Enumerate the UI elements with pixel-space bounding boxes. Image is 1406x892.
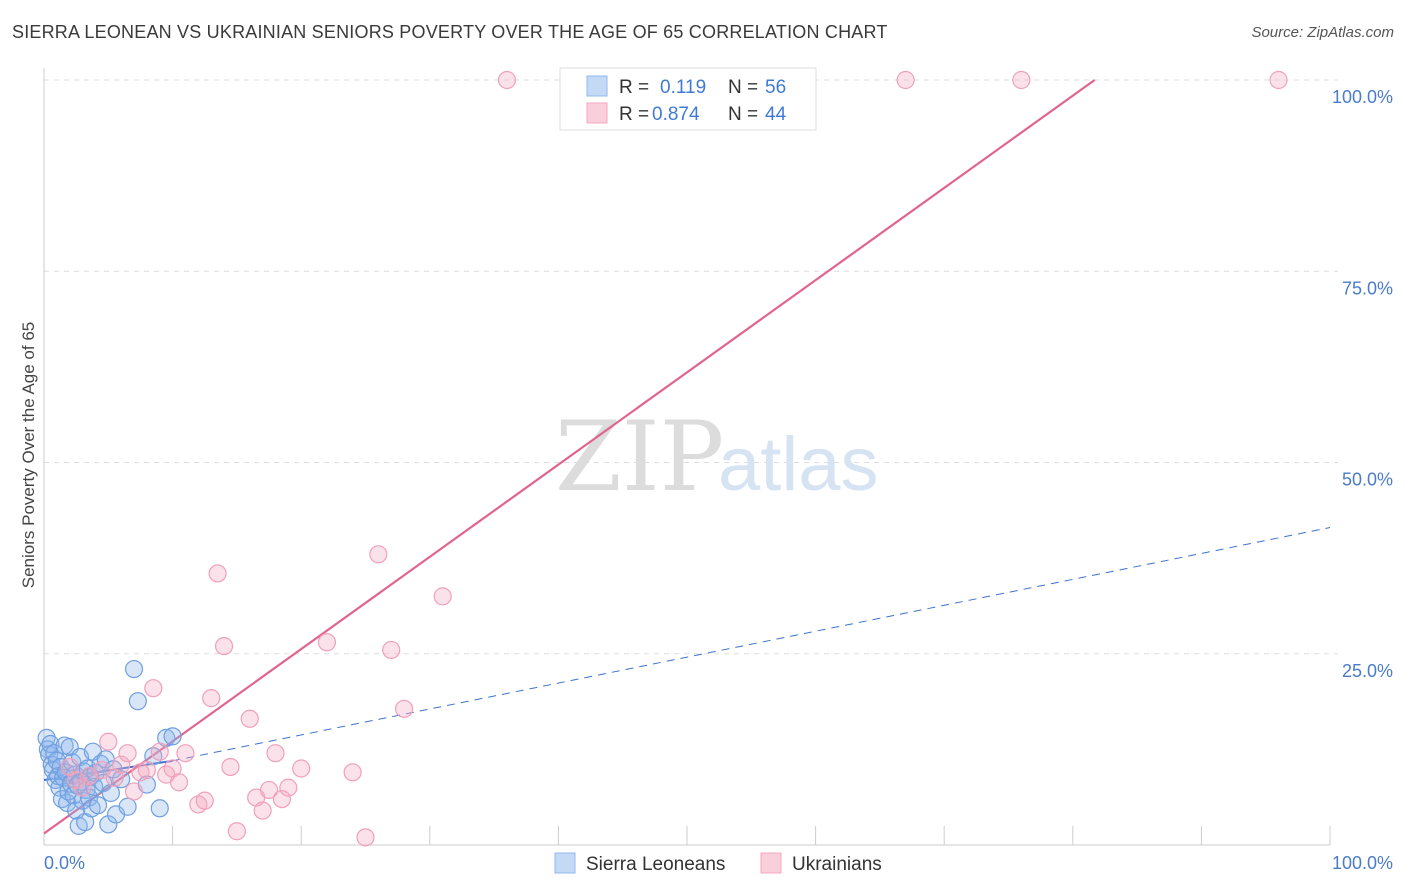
ukrainian-point-2 bbox=[73, 778, 92, 797]
sierra-leonean-point-47 bbox=[112, 770, 131, 789]
ukrainian-point-36 bbox=[369, 545, 388, 564]
ukrainian-point-23 bbox=[202, 689, 221, 708]
sierra-leonean-point-55 bbox=[163, 727, 182, 746]
grid-lines bbox=[44, 79, 1338, 655]
ukrainian-point-31 bbox=[279, 778, 298, 797]
ukrainian-point-37 bbox=[382, 640, 401, 660]
ukrainian-point-17 bbox=[176, 744, 195, 763]
watermark-zip: ZIP bbox=[555, 401, 724, 513]
legend-n-label-0: N = bbox=[728, 77, 758, 98]
ukrainian-point-42 bbox=[1012, 70, 1031, 90]
legend-swatch-pink bbox=[586, 102, 608, 124]
ukrainian-point-43 bbox=[1269, 70, 1288, 90]
y-tick-labels: 100.0% 75.0% 50.0% 25.0% bbox=[1332, 87, 1393, 681]
sierra-leonean-point-48 bbox=[118, 797, 137, 816]
ukrainian-point-38 bbox=[394, 699, 414, 718]
ukrainian-point-12 bbox=[144, 679, 163, 698]
ukrainian-point-35 bbox=[356, 828, 375, 847]
ukrainian-point-5 bbox=[99, 732, 118, 751]
sierra-leonean-point-10 bbox=[50, 778, 69, 797]
ukrainian-point-21 bbox=[214, 636, 234, 656]
ukrainian-point-33 bbox=[317, 633, 337, 652]
ukrainian-point-30 bbox=[272, 789, 292, 809]
sierra-leonean-point-53 bbox=[150, 799, 169, 818]
sierra-leonean-point-39 bbox=[88, 796, 108, 815]
x-tick-labels: 0.0% 100.0% bbox=[44, 853, 1393, 873]
ukrainian-point-9 bbox=[124, 782, 144, 801]
chart-source: Source: ZipAtlas.com bbox=[1251, 24, 1394, 41]
ukrainian-point-39 bbox=[433, 587, 452, 606]
y-tick-label-3: 25.0% bbox=[1342, 661, 1393, 681]
y-tick-label-0: 100.0% bbox=[1332, 87, 1393, 107]
data-points bbox=[37, 70, 1288, 847]
ukrainian-point-27 bbox=[253, 801, 272, 820]
ukrainian-point-41 bbox=[896, 70, 915, 90]
ukrainian-point-8 bbox=[118, 744, 137, 763]
x-tick-min: 0.0% bbox=[44, 853, 85, 873]
watermark-atlas: atlas bbox=[718, 422, 879, 507]
ukrainian-point-13 bbox=[150, 742, 169, 761]
ukrainian-point-28 bbox=[259, 780, 279, 800]
y-axis-label: Seniors Poverty Over the Age of 65 bbox=[19, 322, 38, 588]
legend-n-value-1: 44 bbox=[765, 104, 787, 125]
ukrainian-point-32 bbox=[292, 759, 311, 778]
axes bbox=[43, 68, 1331, 846]
ukrainian-point-25 bbox=[240, 709, 259, 728]
chart-title: SIERRA LEONEAN VS UKRAINIAN SENIORS POVE… bbox=[12, 22, 888, 42]
sierra-leonean-point-44 bbox=[101, 783, 120, 803]
legend-r-label-1: R = bbox=[619, 104, 649, 125]
legend-r-value-1: 0.874 bbox=[652, 104, 700, 125]
y-tick-label-1: 75.0% bbox=[1342, 278, 1393, 298]
sierra-leonean-trend-line-1 bbox=[172, 527, 1331, 762]
ukrainian-point-19 bbox=[195, 791, 214, 810]
legend-r-label-0: R = bbox=[619, 77, 649, 98]
bottom-legend-sierra-leoneans: Sierra Leoneans bbox=[586, 854, 725, 875]
ukrainian-point-20 bbox=[208, 564, 227, 583]
ukrainian-point-29 bbox=[266, 744, 285, 763]
legend-r-value-0: 0.119 bbox=[660, 77, 706, 98]
bottom-legend-ukrainians: Ukrainians bbox=[792, 854, 882, 875]
legend: R = 0.119 N = 56 R = 0.874 N = 44 bbox=[559, 67, 817, 131]
watermark: ZIP atlas bbox=[555, 401, 879, 513]
ukrainian-point-16 bbox=[169, 773, 189, 792]
sierra-leonean-point-50 bbox=[128, 692, 147, 711]
bottom-legend-swatch-pink bbox=[760, 852, 782, 874]
y-tick-label-2: 50.0% bbox=[1342, 470, 1393, 490]
legend-n-label-1: N = bbox=[728, 104, 758, 125]
bottom-legend-swatch-blue bbox=[554, 852, 576, 874]
sierra-leonean-point-43 bbox=[99, 815, 118, 834]
ukrainian-trend-line-2 bbox=[43, 79, 1096, 835]
legend-n-value-0: 56 bbox=[765, 77, 786, 98]
sierra-leonean-point-3 bbox=[41, 734, 60, 754]
legend-swatch-blue bbox=[586, 75, 608, 97]
ukrainian-point-7 bbox=[112, 755, 131, 774]
sierra-leonean-point-49 bbox=[124, 659, 144, 679]
ukrainian-point-24 bbox=[227, 822, 246, 841]
ukrainian-point-34 bbox=[343, 763, 362, 782]
ukrainian-point-22 bbox=[221, 757, 240, 777]
x-tick-max: 100.0% bbox=[1332, 853, 1393, 873]
ukrainian-point-40 bbox=[497, 70, 517, 90]
ukrainian-point-11 bbox=[137, 760, 156, 780]
bottom-legend: Sierra Leoneans Ukrainians bbox=[554, 852, 882, 875]
